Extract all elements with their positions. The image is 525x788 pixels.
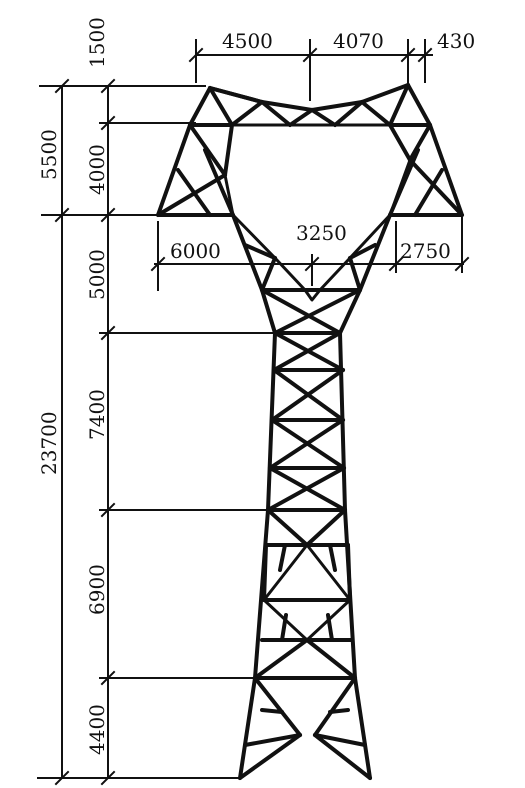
dim-segment-6900: 6900: [85, 564, 109, 615]
dim-top-width-left: 4500: [222, 29, 273, 53]
dim-total-body-height: 23700: [37, 411, 61, 475]
dim-upper-span: 5500: [37, 129, 61, 180]
dim-peak-height: 1500: [85, 17, 109, 68]
dim-crossarm-height: 4000: [85, 144, 109, 195]
dim-segment-7400: 7400: [85, 389, 109, 440]
dim-left-arm-length: 6000: [170, 239, 221, 263]
dim-top-width-right: 4070: [333, 29, 384, 53]
dim-neck-height: 5000: [85, 249, 109, 300]
tower-structure: [156, 83, 464, 780]
dim-top-width-tip: 430: [437, 29, 475, 53]
dim-waist-width: 3250: [296, 221, 347, 245]
dim-right-arm-length: 2750: [400, 239, 451, 263]
dim-segment-4400: 4400: [85, 704, 109, 755]
dimension-lines: [37, 39, 470, 786]
